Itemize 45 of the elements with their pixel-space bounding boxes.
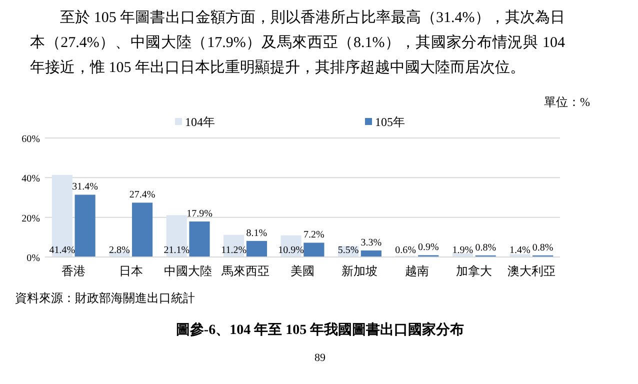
- data-label: 0.6%: [395, 245, 416, 256]
- data-label: 1.4%: [510, 245, 530, 256]
- data-label: 7.2%: [304, 230, 324, 241]
- data-label: 0.9%: [418, 242, 439, 254]
- bar: [132, 202, 153, 257]
- y-tick-label: 60%: [22, 134, 40, 145]
- data-label: 3.3%: [360, 237, 382, 248]
- data-label: 2.8%: [108, 245, 130, 256]
- bar: [189, 222, 210, 257]
- data-label: 31.4%: [72, 182, 98, 193]
- y-tick-label: 20%: [22, 213, 40, 224]
- bar: [510, 254, 530, 257]
- data-label: 41.4%: [49, 245, 76, 256]
- bar: [304, 242, 324, 257]
- x-tick-label: 加拿大: [456, 264, 492, 278]
- data-label: 17.9%: [186, 208, 212, 220]
- text: 圖參-6、104 年至 105 年我國圖書出口國家分布: [176, 321, 464, 338]
- chart-subtitle: 至於 105 年圖書出口金額方面，則以香港所占比率最高（31.4%），其次為日本（27.4%）、中國大陸（17.9%）及馬來西亞（8.1%），其國家分布情況與 104 年接近，惟 105 年出口日本比重明顯提升，其排序超越中國大陸而居次位。: [30, 8, 565, 78]
- bar: [74, 194, 96, 257]
- y-tick-label: 40%: [22, 174, 40, 185]
- y-tick-label: 0%: [26, 253, 40, 264]
- data-label: 27.4%: [129, 190, 156, 201]
- x-tick-label: 越南: [404, 264, 429, 278]
- data-label: 21.1%: [164, 245, 190, 256]
- data-label: 10.9%: [278, 245, 304, 256]
- legend-label: 105年: [375, 115, 405, 129]
- x-tick-label: 日本: [118, 264, 143, 278]
- x-tick-label: 香港: [62, 264, 86, 278]
- data-label: 11.2%: [221, 245, 247, 256]
- x-tick-label: 美國: [290, 264, 314, 278]
- source-note: 資料來源：財政部海關進出口統計: [15, 291, 195, 305]
- data-label: 0.8%: [475, 242, 496, 254]
- x-tick-label: 中國大陸: [164, 264, 212, 278]
- data-label: 5.5%: [338, 245, 359, 256]
- data-label: 8.1%: [246, 228, 268, 239]
- bar: [246, 240, 268, 257]
- x-tick-label: 澳大利亞: [507, 264, 556, 278]
- data-label: 1.9%: [452, 245, 474, 256]
- x-tick-label: 馬來西亞: [220, 264, 270, 278]
- data-label: 0.8%: [532, 242, 554, 254]
- bar: [360, 250, 382, 257]
- x-tick-label: 新加坡: [342, 264, 378, 278]
- text: 單位：%: [544, 95, 590, 109]
- text: 89: [314, 352, 326, 364]
- legend-label: 104年: [185, 115, 215, 129]
